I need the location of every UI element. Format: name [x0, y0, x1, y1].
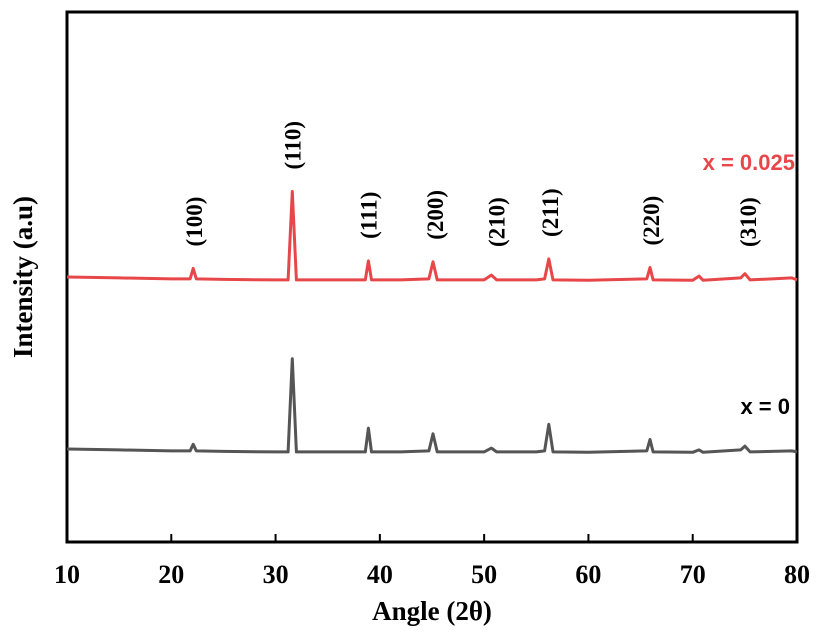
- x-tick-label: 60: [575, 560, 601, 589]
- plot-frame: [65, 10, 799, 544]
- series-line-x0: [66, 357, 798, 454]
- x-tick-label: 40: [367, 560, 393, 589]
- x-tick-label: 10: [54, 560, 80, 589]
- peak-label: (111): [356, 192, 381, 239]
- x-tick-label: 80: [784, 560, 810, 589]
- x-tick-label: 20: [158, 560, 184, 589]
- series-group: [66, 190, 798, 454]
- series-label-x0025: x = 0.025: [703, 150, 795, 175]
- peak-label: (220): [639, 196, 664, 246]
- x-axis-title: Angle (2θ): [372, 596, 492, 626]
- peak-label: (310): [736, 197, 761, 247]
- peak-label: (200): [423, 190, 448, 240]
- x-tick-label: 70: [680, 560, 706, 589]
- peak-label: (100): [182, 197, 207, 247]
- x-axis-ticks: 10 20 30 40 50 60 70 80: [54, 534, 810, 589]
- x-tick-label: 30: [263, 560, 289, 589]
- series-label-x0: x = 0: [740, 394, 790, 419]
- peak-labels: (100) (110) (111) (200) (210) (211) (220) (310): [182, 121, 761, 247]
- series-line-x0025: [66, 190, 798, 282]
- y-axis-title: Intensity (a.u): [8, 196, 38, 358]
- peak-label: (211): [538, 188, 563, 237]
- peak-label: (210): [485, 197, 510, 247]
- x-tick-label: 50: [471, 560, 497, 589]
- peak-label: (110): [280, 121, 305, 170]
